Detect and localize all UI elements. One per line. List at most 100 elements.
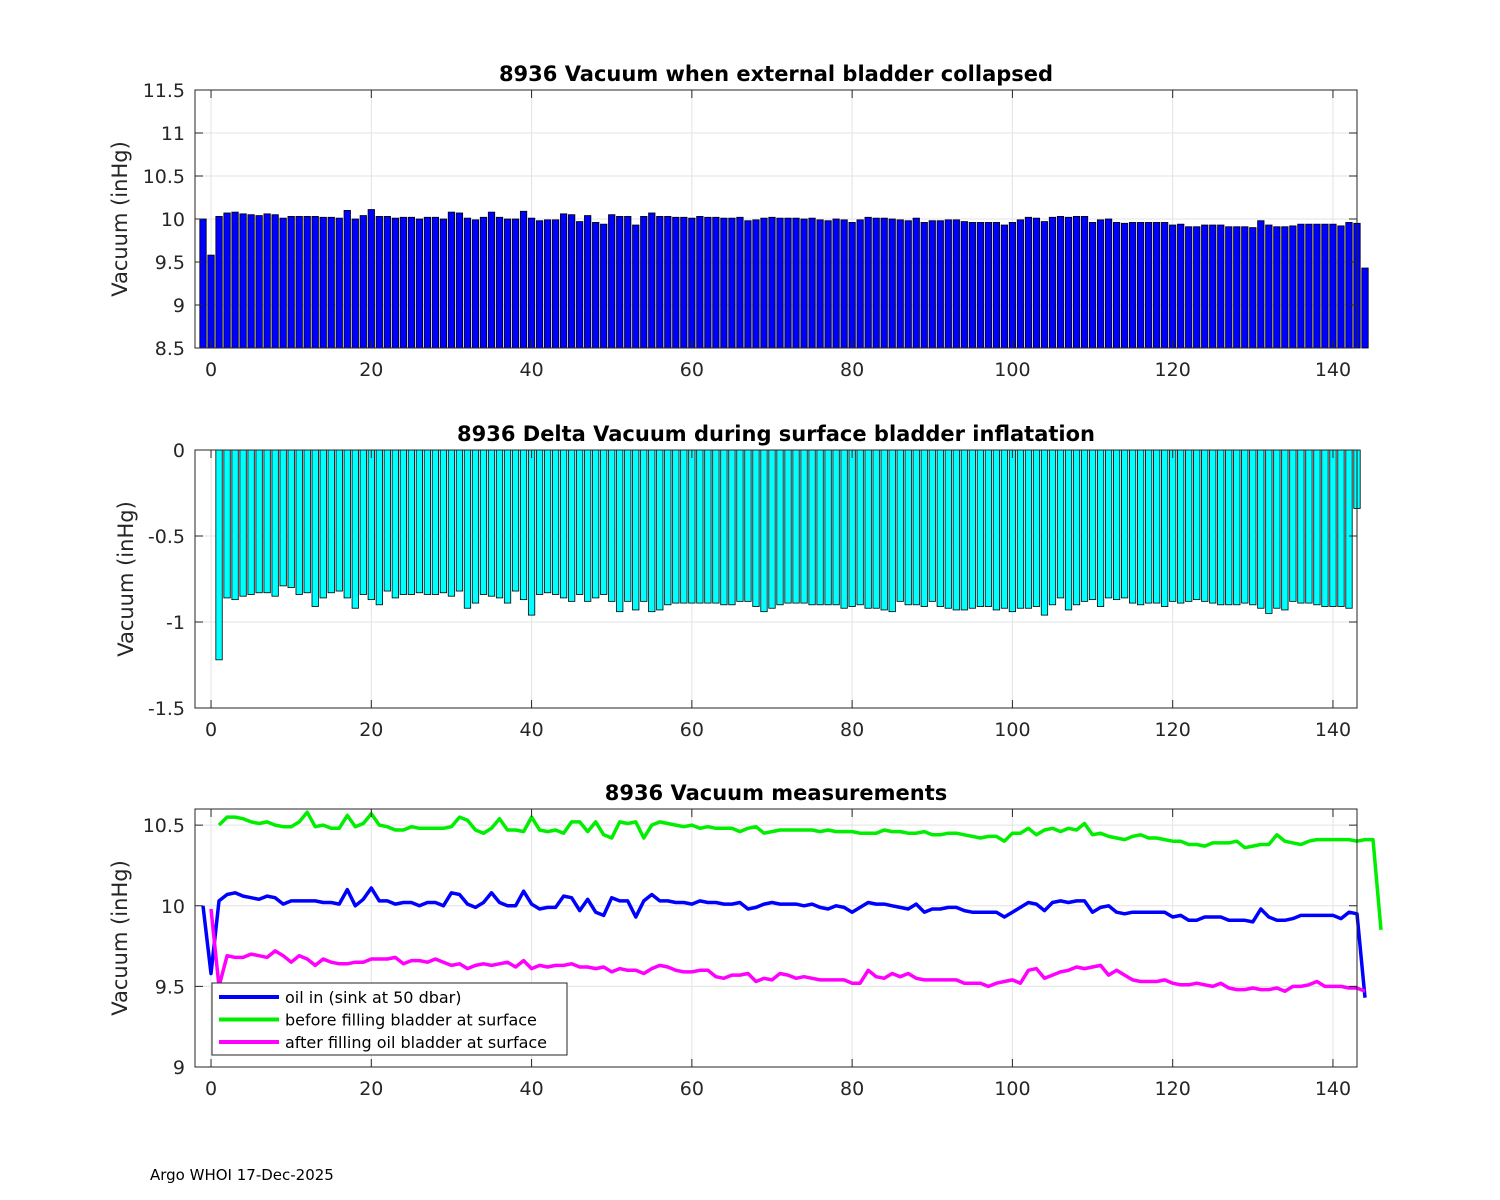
bar bbox=[720, 217, 728, 349]
x-tick-label: 80 bbox=[840, 719, 864, 741]
bar bbox=[1193, 226, 1201, 349]
bar bbox=[1104, 449, 1113, 599]
bar bbox=[664, 216, 672, 349]
bar bbox=[447, 449, 456, 597]
bar bbox=[431, 449, 440, 595]
bar bbox=[1233, 226, 1241, 349]
bar bbox=[976, 222, 984, 349]
x-tick-label: 100 bbox=[994, 1078, 1030, 1100]
bar bbox=[544, 449, 552, 594]
bar bbox=[207, 254, 215, 349]
bar bbox=[255, 449, 263, 594]
x-tick-label: 120 bbox=[1155, 719, 1191, 741]
bar bbox=[279, 449, 287, 587]
x-tick-label: 140 bbox=[1315, 1078, 1351, 1100]
x-tick-label: 20 bbox=[359, 359, 383, 381]
bar bbox=[672, 449, 680, 604]
bar bbox=[816, 219, 824, 349]
bar bbox=[544, 219, 552, 349]
bar bbox=[1305, 449, 1313, 604]
x-tick-label: 100 bbox=[994, 359, 1030, 381]
bar bbox=[880, 449, 888, 611]
bar bbox=[744, 449, 752, 602]
bar bbox=[720, 449, 728, 606]
y-tick-label: -1.5 bbox=[148, 698, 185, 720]
bar bbox=[327, 449, 335, 594]
y-tick-label: 0 bbox=[173, 440, 185, 462]
bar bbox=[503, 449, 512, 604]
bar bbox=[1064, 216, 1073, 349]
y-tick-label: 9.5 bbox=[155, 252, 185, 274]
x-tick-label: 120 bbox=[1155, 1078, 1191, 1100]
bar bbox=[608, 449, 616, 602]
bar bbox=[383, 449, 391, 592]
bar bbox=[479, 216, 488, 349]
bar bbox=[1273, 449, 1281, 609]
bar bbox=[1153, 449, 1161, 604]
bar bbox=[992, 449, 1000, 611]
bar bbox=[592, 222, 600, 349]
bar bbox=[1345, 222, 1353, 349]
x-tick-label: 40 bbox=[519, 1078, 543, 1100]
bar bbox=[455, 212, 464, 349]
bar bbox=[263, 213, 271, 349]
bar bbox=[736, 216, 744, 349]
bar bbox=[944, 219, 952, 349]
bar bbox=[1321, 449, 1329, 607]
bar bbox=[1040, 221, 1049, 349]
bar bbox=[1032, 217, 1041, 349]
bar bbox=[984, 449, 992, 607]
bar bbox=[888, 449, 896, 613]
bar bbox=[616, 216, 624, 349]
bar bbox=[1048, 449, 1057, 606]
bar bbox=[359, 215, 367, 349]
bar bbox=[1112, 222, 1121, 349]
bar bbox=[303, 216, 311, 349]
bar bbox=[455, 449, 464, 592]
legend-label: before filling bladder at surface bbox=[285, 1011, 537, 1030]
bar bbox=[552, 449, 560, 595]
bar bbox=[1008, 449, 1017, 613]
x-tick-label: 80 bbox=[840, 1078, 864, 1100]
bar bbox=[784, 217, 792, 349]
bar bbox=[511, 218, 520, 349]
bar bbox=[824, 449, 832, 606]
bar bbox=[936, 449, 944, 607]
bar bbox=[728, 449, 736, 606]
x-tick-label: 60 bbox=[680, 359, 704, 381]
bar bbox=[1000, 449, 1008, 609]
bar bbox=[576, 449, 584, 595]
bar bbox=[744, 220, 752, 349]
bar bbox=[696, 216, 704, 349]
chart-title: 8936 Vacuum measurements bbox=[605, 781, 948, 805]
bar bbox=[808, 217, 816, 349]
bar bbox=[608, 214, 616, 349]
bar bbox=[415, 218, 423, 349]
bar bbox=[600, 223, 608, 349]
bar bbox=[1008, 222, 1017, 349]
chart-panel-2: 0 20 40 60 80 100 120 140 -1.5 -1 -0.5 0 8936 Delta … bbox=[114, 422, 1361, 741]
bar bbox=[960, 449, 968, 611]
bar bbox=[343, 449, 351, 599]
series-line-3 bbox=[209, 908, 1366, 993]
bar bbox=[1185, 449, 1193, 602]
bar bbox=[495, 216, 504, 349]
series-line-1 bbox=[201, 886, 1367, 998]
bar bbox=[527, 449, 536, 616]
bar bbox=[712, 216, 720, 349]
bar bbox=[776, 217, 784, 349]
bar bbox=[1145, 449, 1153, 604]
bar bbox=[487, 449, 496, 597]
bar bbox=[736, 449, 744, 602]
bar bbox=[560, 449, 568, 599]
bar bbox=[552, 219, 560, 349]
bar bbox=[447, 211, 456, 349]
bar bbox=[351, 218, 359, 349]
x-tick-label: 40 bbox=[519, 719, 543, 741]
bar bbox=[1289, 449, 1297, 602]
bar bbox=[976, 449, 984, 607]
bar bbox=[704, 216, 712, 349]
bar bbox=[568, 449, 576, 602]
bar bbox=[1048, 216, 1057, 349]
